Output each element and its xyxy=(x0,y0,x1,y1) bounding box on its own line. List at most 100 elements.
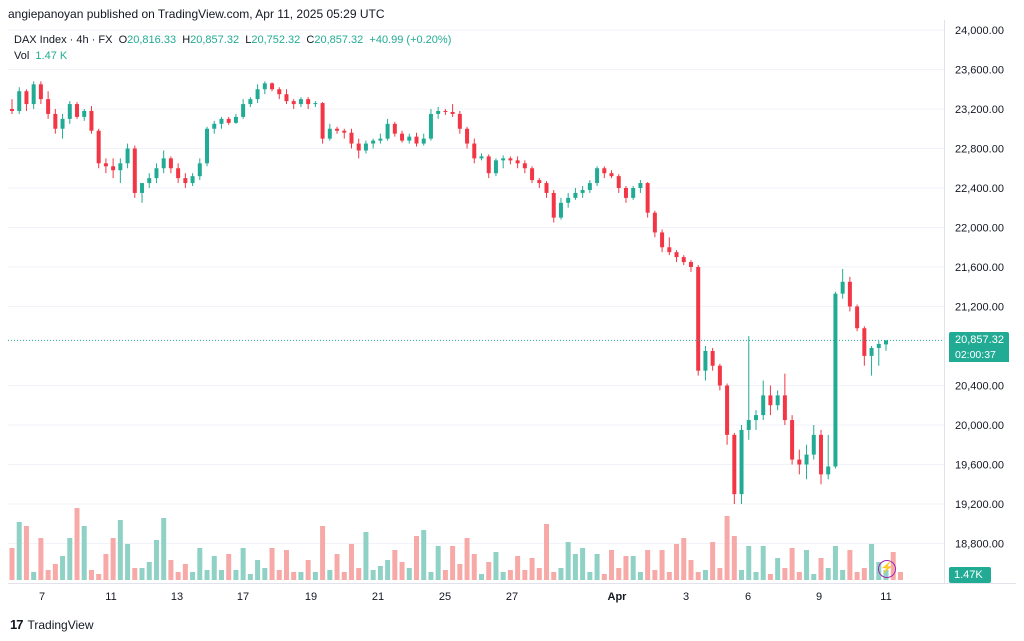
volume-bar xyxy=(767,574,773,580)
candle-body xyxy=(652,212,657,233)
volume-bar xyxy=(666,572,672,580)
volume-bar xyxy=(370,570,376,580)
volume-bar xyxy=(471,554,477,580)
volume-bar xyxy=(132,568,138,580)
chart-grid xyxy=(8,29,944,544)
candle-body xyxy=(190,176,195,184)
candle-body xyxy=(884,340,888,345)
price-scale[interactable]: 24,000.00 23,600.00 23,200.00 22,800.00 22,4… xyxy=(955,25,1004,551)
legend-symbol[interactable]: DAX Index · 4h · FX xyxy=(14,34,113,46)
volume-bar xyxy=(623,556,629,580)
volume-bar xyxy=(753,572,759,580)
volume-bar xyxy=(674,544,680,580)
candle-body xyxy=(46,99,51,114)
brand-name: TradingView xyxy=(27,617,94,632)
volume-bar xyxy=(385,560,391,580)
volume-bar xyxy=(38,538,44,580)
candle-body xyxy=(479,156,484,159)
candle-body xyxy=(457,113,462,129)
volume-bar xyxy=(479,574,485,580)
candle-body xyxy=(24,91,29,105)
time-tick-label: 3 xyxy=(683,591,689,603)
volume-bar xyxy=(298,572,304,580)
candle-body xyxy=(739,429,744,495)
candle-body xyxy=(226,118,231,123)
legend-high: 20,857.32 xyxy=(190,34,240,46)
volume-bar xyxy=(175,572,181,580)
time-tick-label: 11 xyxy=(105,591,116,603)
candle-body xyxy=(797,459,802,465)
candle-body xyxy=(270,83,275,90)
candle-body xyxy=(75,104,80,117)
candle-body xyxy=(465,128,470,144)
candle-body xyxy=(197,163,202,177)
volume-bar xyxy=(746,546,752,580)
candle-body xyxy=(176,168,181,179)
candle-body xyxy=(89,110,94,131)
candle-body xyxy=(313,103,318,105)
volume-bar xyxy=(594,554,600,580)
candle-body xyxy=(118,163,123,171)
volume-bar xyxy=(710,542,716,580)
volume-bar xyxy=(522,570,528,580)
volume-bar xyxy=(161,518,167,580)
candle-body xyxy=(255,89,260,100)
candle-body xyxy=(631,188,636,198)
legend-ohlc: DAX Index · 4h · FX O20,816.33 H20,857.3… xyxy=(14,34,451,46)
candle-body xyxy=(414,136,419,144)
volume-bar xyxy=(276,570,282,580)
candle-body xyxy=(212,123,217,129)
candle-body xyxy=(17,91,22,111)
candle-body xyxy=(298,99,303,105)
candle-body xyxy=(544,183,549,193)
volume-bar xyxy=(428,572,434,580)
candle-body xyxy=(356,143,361,151)
time-tick-label: 27 xyxy=(506,591,518,603)
volume-bar xyxy=(60,556,66,580)
candle-body xyxy=(551,192,556,218)
candle-body xyxy=(508,158,513,161)
time-tick-label: 17 xyxy=(237,591,249,603)
legend-close-label: C xyxy=(306,34,315,46)
candle-body xyxy=(537,180,542,184)
volume-bar xyxy=(544,524,550,580)
volume-bar xyxy=(897,572,903,580)
volume-bar xyxy=(702,570,708,580)
candle-body xyxy=(262,83,267,90)
volume-bar xyxy=(226,554,232,580)
legend-vol-label[interactable]: Vol xyxy=(14,50,30,62)
volume-bar xyxy=(804,550,810,580)
candle-body xyxy=(818,434,823,475)
candle-body xyxy=(595,168,600,184)
volume-bar xyxy=(182,564,188,580)
volume-bar xyxy=(630,556,636,580)
time-tick-label: 21 xyxy=(372,591,384,603)
volume-bar xyxy=(406,568,412,580)
volume-bar xyxy=(832,546,838,580)
volume-bar xyxy=(847,550,853,580)
price-tick-label: 23,600.00 xyxy=(955,65,1004,77)
candle-body xyxy=(168,158,173,169)
time-tick-label: 11 xyxy=(880,591,891,603)
candle-body xyxy=(530,168,535,181)
volume-bar xyxy=(110,538,116,580)
volume-bar xyxy=(31,572,37,580)
time-tick-label: 9 xyxy=(816,591,822,603)
time-tick-label: 19 xyxy=(305,591,317,603)
candle-body xyxy=(291,101,296,105)
candle-body xyxy=(67,104,72,119)
candle-body xyxy=(616,176,621,188)
volume-bar xyxy=(659,550,665,580)
flash-icon[interactable]: ⚡ xyxy=(878,560,896,578)
time-axis[interactable]: 7 11 13 17 19 21 25 27 Apr 3 6 9 11 xyxy=(39,591,892,603)
candle-body xyxy=(342,130,347,133)
volume-bar xyxy=(616,568,622,580)
candle-body xyxy=(804,454,809,465)
candle-body xyxy=(855,306,860,329)
volume-bar xyxy=(717,568,723,580)
volume-bar xyxy=(529,558,535,580)
volume-bar xyxy=(825,568,831,580)
volume-bar xyxy=(724,516,730,580)
volume-bar xyxy=(775,558,781,580)
